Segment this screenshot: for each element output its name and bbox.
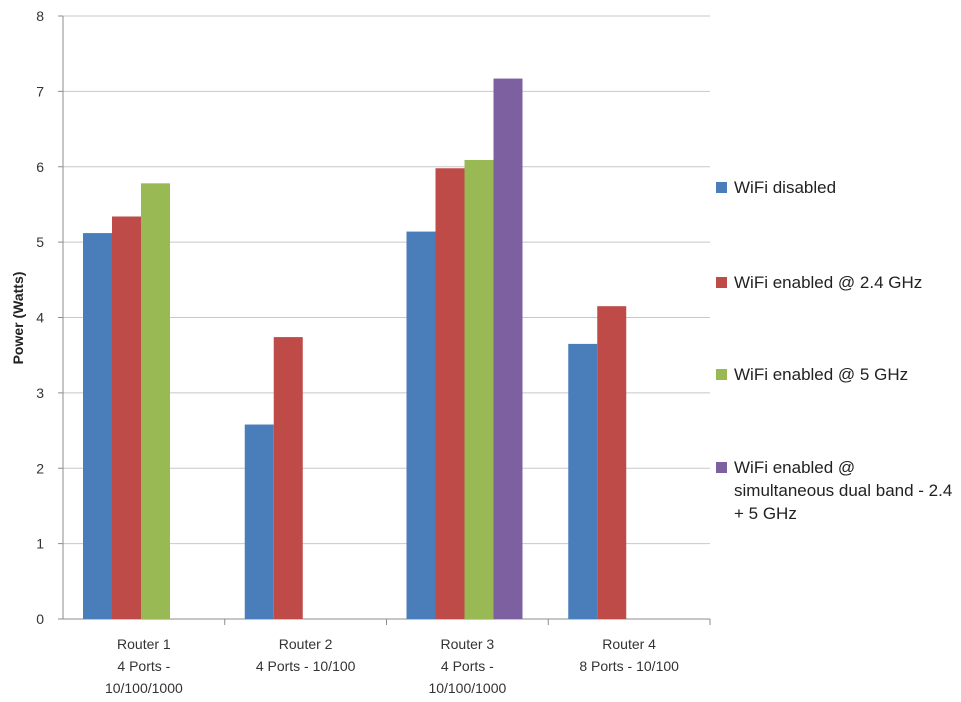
y-tick-label: 5 — [36, 234, 44, 250]
y-tick-label: 1 — [36, 536, 44, 552]
bar — [406, 231, 436, 619]
x-tick-label: Router 2 — [279, 636, 333, 652]
x-tick-label: Router 3 — [441, 636, 495, 652]
bar — [83, 233, 112, 619]
x-tick-label: 4 Ports - — [441, 658, 494, 674]
bar — [597, 306, 627, 619]
bar — [493, 78, 523, 619]
legend-item: WiFi enabled @ 2.4 GHz — [716, 271, 956, 294]
legend-label: WiFi disabled — [734, 178, 837, 197]
legend-swatch — [716, 182, 727, 193]
bar — [141, 183, 170, 619]
bars — [83, 78, 627, 619]
bar — [244, 424, 274, 619]
y-tick-label: 0 — [36, 611, 44, 627]
legend-swatch — [716, 462, 727, 473]
legend-label: WiFi enabled @ 2.4 GHz — [734, 273, 923, 292]
y-tick-label: 3 — [36, 385, 44, 401]
legend-item: WiFi enabled @ 5 GHz — [716, 363, 956, 386]
legend: WiFi disabled WiFi enabled @ 2.4 GHz WiFi … — [716, 0, 961, 702]
x-tick-label: 8 Ports - 10/100 — [579, 658, 679, 674]
x-tick-label: 4 Ports - — [117, 658, 170, 674]
legend-label: WiFi enabled @ simultaneous dual band - … — [734, 458, 953, 523]
legend-item: WiFi disabled — [716, 176, 956, 199]
y-tick-label: 7 — [36, 83, 44, 99]
legend-swatch — [716, 277, 727, 288]
gridlines — [58, 15, 711, 625]
x-tick-label: Router 1 — [117, 636, 171, 652]
bar — [273, 337, 303, 619]
legend-swatch — [716, 369, 727, 380]
bar — [112, 216, 141, 619]
x-tick-label: 4 Ports - 10/100 — [256, 658, 356, 674]
y-axis-title: Power (Watts) — [10, 271, 26, 365]
bar — [435, 168, 465, 619]
y-axis-ticks: 0 1 2 3 4 5 6 7 8 — [36, 8, 44, 627]
legend-item: WiFi enabled @ simultaneous dual band - … — [716, 456, 956, 525]
x-tick-label: 10/100/1000 — [428, 680, 506, 696]
x-tick-label: Router 4 — [602, 636, 656, 652]
legend-label: WiFi enabled @ 5 GHz — [734, 365, 909, 384]
y-tick-label: 6 — [36, 159, 44, 175]
x-tick-label: 10/100/1000 — [105, 680, 183, 696]
x-axis-labels: Router 1 4 Ports - 10/100/1000 Router 2 4 Po… — [105, 636, 679, 696]
y-tick-label: 4 — [36, 310, 44, 326]
bar — [568, 343, 598, 619]
y-tick-label: 8 — [36, 8, 44, 24]
y-tick-label: 2 — [36, 460, 44, 476]
bar — [464, 159, 494, 619]
